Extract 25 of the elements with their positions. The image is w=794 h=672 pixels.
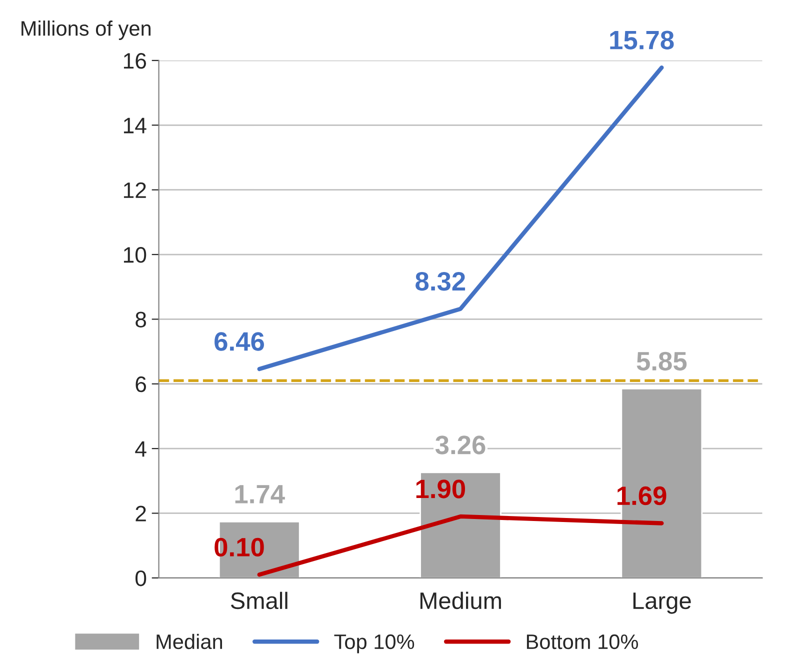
data-label: 15.78: [610, 30, 674, 50]
legend-label: Median: [156, 634, 222, 650]
y-tick-label: 4: [135, 441, 146, 457]
y-tick-label: 2: [136, 506, 146, 522]
x-tick-label: Large: [633, 592, 691, 614]
y-tick-label: 16: [124, 53, 146, 69]
data-label: 5.85: [636, 352, 687, 371]
legend-label: Bottom 10%: [526, 634, 638, 650]
x-tick-label: Medium: [420, 592, 501, 610]
y-tick-label: 14: [124, 118, 146, 134]
data-label: 0.10: [214, 538, 264, 557]
data-label: 8.32: [416, 272, 466, 291]
data-label: 1.69: [618, 486, 666, 506]
data-label: 1.74: [235, 485, 285, 504]
legend-label: Top 10%: [334, 634, 414, 654]
y-tick-label: 12: [124, 182, 146, 198]
y-tick-label: 10: [124, 247, 146, 263]
y-tick-label: 8: [136, 312, 146, 328]
data-label: 6.46: [214, 332, 264, 351]
x-tick-label: Small: [230, 592, 288, 610]
data-label: 1.90: [416, 480, 466, 498]
data-label: 3.26: [435, 436, 486, 454]
y-tick-label: 0: [136, 570, 146, 586]
y-tick-label: 6: [136, 376, 146, 392]
y-axis-title: Millions of yen: [22, 20, 150, 40]
